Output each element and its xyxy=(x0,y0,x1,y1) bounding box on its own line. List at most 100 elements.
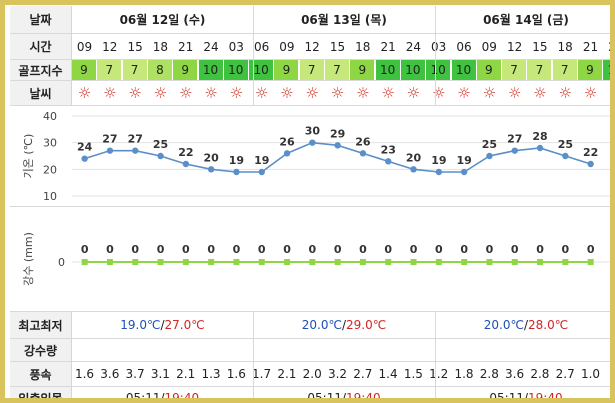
max-temp: 28.0℃ xyxy=(528,318,569,332)
temp-tick-label: 40 xyxy=(43,110,57,123)
wind-cell: 1.0 xyxy=(580,367,601,381)
temp-data-label: 25 xyxy=(153,138,168,151)
hour-cell: 03 xyxy=(431,39,447,54)
sunrise-time: 05:11 xyxy=(125,391,161,403)
temp-data-label: 22 xyxy=(178,146,193,159)
golf-index-label: 골프지수 xyxy=(10,60,72,80)
temp-point xyxy=(207,166,215,173)
temp-data-label: 19 xyxy=(254,154,269,167)
rain-point xyxy=(511,259,518,265)
temp-data-label: 25 xyxy=(558,138,573,151)
wind-cell: 1.5 xyxy=(403,367,423,381)
hour-cell: 09 xyxy=(76,39,93,54)
golf-index-cell: 7 xyxy=(552,60,578,80)
golf-index-cell: 7 xyxy=(299,60,325,80)
temp-point xyxy=(182,160,190,168)
golf-index-cell: 10 xyxy=(451,60,477,80)
weather-label: 날씨 xyxy=(10,81,72,105)
sun-icon: ☼ xyxy=(178,84,193,102)
wind-cell: 3.1 xyxy=(150,367,170,381)
rain-data-label: 0 xyxy=(587,243,595,256)
temp-point xyxy=(157,152,164,160)
temp-point xyxy=(334,142,341,149)
sun-icon: ☼ xyxy=(431,84,446,102)
sun-label: 일출일몰 xyxy=(10,387,72,398)
golf-index-cell: 7 xyxy=(502,60,528,80)
sun-icon: ☼ xyxy=(356,84,370,102)
temp-data-label: 27 xyxy=(507,133,522,146)
temp-tick-label: 20 xyxy=(43,163,57,176)
sun-icon: ☼ xyxy=(254,84,269,102)
hour-cell: 21 xyxy=(582,39,599,54)
temp-point xyxy=(359,150,367,157)
sun-icon: ☼ xyxy=(330,84,345,102)
rain-data-label: 0 xyxy=(334,243,342,256)
sun-separator: / xyxy=(341,391,347,403)
wind-cell: 1.6 xyxy=(74,367,95,381)
wind-cell: 1.2 xyxy=(429,367,449,381)
rain-point xyxy=(258,259,265,265)
sun-icon: ☼ xyxy=(280,84,294,102)
minmax-separator: / xyxy=(523,318,529,332)
hour-cell: 24 xyxy=(603,34,610,59)
time-row: 시간 09 12 15 18 21 24 03 06 09 12 15 18 21 24 03 06 09 12 1… xyxy=(10,34,610,59)
temp-point xyxy=(486,152,493,160)
temp-data-label: 19 xyxy=(431,154,446,167)
rain-data-label: 0 xyxy=(157,243,165,256)
sun-icon: ☼ xyxy=(128,84,142,102)
rain-data-label: 0 xyxy=(131,243,139,256)
rain-point xyxy=(284,259,291,265)
wind-label: 풍속 xyxy=(10,362,72,386)
temp-point xyxy=(258,168,265,176)
rain-point xyxy=(208,259,215,265)
time-label: 시간 xyxy=(10,34,72,59)
temp-data-label: 26 xyxy=(279,135,295,148)
sun-icon: ☼ xyxy=(457,84,471,102)
rain-data-label: 0 xyxy=(536,243,544,256)
golf-index-cell: 8 xyxy=(147,60,173,80)
rain-point xyxy=(233,259,240,265)
sun-day-3: 05:11/19:40 xyxy=(435,387,610,403)
sun-icon: ☼ xyxy=(583,84,598,102)
weather-row: 날씨 ☼ ☼ ☼ ☼ ☼ ☼ ☼ ☼ ☼ ☼ ☼ ☼ ☼ ☼ ☼ ☼ ☼ ☼ ☼ ☼ ☼ ☼ xyxy=(10,81,610,105)
rain-data-label: 0 xyxy=(359,243,367,256)
wind-cell: 3.7 xyxy=(125,367,145,381)
rain-data-label: 0 xyxy=(106,243,114,256)
rain-data-label: 0 xyxy=(410,243,418,256)
hour-cell: 06 xyxy=(253,39,270,54)
hour-cell: 21 xyxy=(380,39,396,54)
golf-index-cell: 10 xyxy=(400,60,426,80)
sunset-time: 19:40 xyxy=(346,391,381,403)
temp-point xyxy=(587,160,594,168)
golf-index-cell: 10 xyxy=(249,60,275,80)
rain-axis-label: 강수 (mm) xyxy=(22,232,35,286)
sun-icon: ☼ xyxy=(204,84,218,102)
sun-icon: ☼ xyxy=(153,84,168,102)
rain-point xyxy=(81,259,88,265)
temp-axis-label: 기온 (℃) xyxy=(22,134,35,179)
temp-data-label: 20 xyxy=(203,151,219,164)
minmax-separator: / xyxy=(341,318,347,332)
hour-cell: 15 xyxy=(127,39,143,54)
sunrise-time: 05:11 xyxy=(489,391,524,403)
temp-data-label: 23 xyxy=(381,143,396,156)
hour-cell: 15 xyxy=(532,39,548,54)
temp-data-label: 27 xyxy=(128,133,143,146)
day-divider xyxy=(253,6,254,106)
rain-data-label: 0 xyxy=(384,243,392,256)
golf-index-cell: 10 xyxy=(375,60,401,80)
rain-data-label: 0 xyxy=(182,243,190,256)
wind-cell: 2.8 xyxy=(479,367,499,381)
wind-cell: 2.1 xyxy=(176,367,196,381)
wind-cell: 2.7 xyxy=(353,367,373,381)
day-label-2: 06월 13일 (목) xyxy=(301,13,387,27)
golf-index-cell: 10 xyxy=(223,60,249,80)
rain-point xyxy=(410,259,417,265)
golf-index-cell: 7 xyxy=(97,60,123,80)
sun-icon: ☼ xyxy=(305,84,319,102)
temp-data-label: 30 xyxy=(305,125,321,138)
min-temp: 19.0℃ xyxy=(120,318,161,332)
day-divider xyxy=(435,312,436,398)
minmax-day-3: 20.0℃/28.0℃ xyxy=(435,312,610,338)
